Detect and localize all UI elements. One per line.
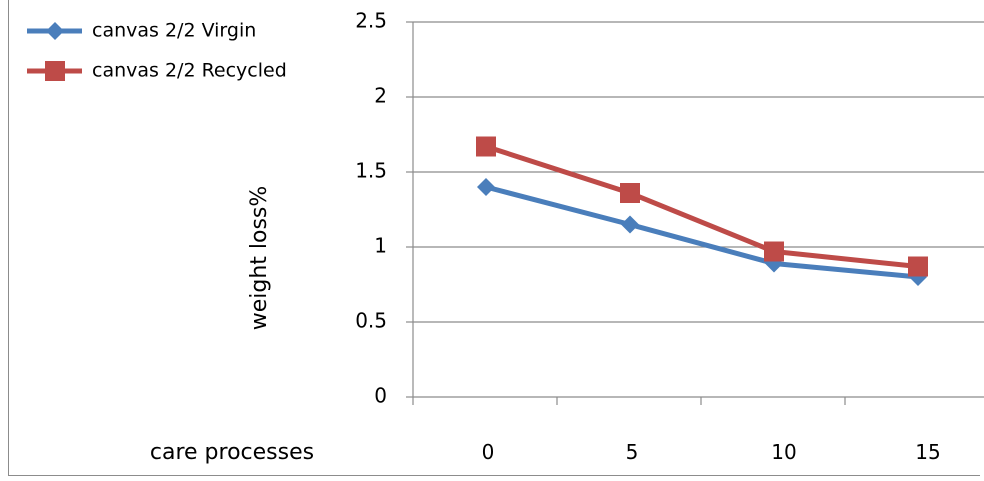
y-axis-title: weight loss% — [247, 186, 272, 331]
data-point-square — [764, 241, 784, 262]
x-tick-label: 5 — [626, 440, 639, 464]
y-tick-label: 2 — [374, 84, 387, 108]
x-tick-label: 15 — [915, 440, 940, 464]
gridlines — [413, 21, 984, 323]
axes — [406, 21, 984, 405]
data-point-square — [476, 136, 496, 157]
chart-frame — [8, 0, 980, 476]
x-axis-title: care processes — [150, 440, 314, 465]
legend-label: canvas 2/2 Recycled — [92, 60, 287, 82]
x-tick-label: 10 — [771, 440, 796, 464]
legend-item: canvas 2/2 Recycled — [27, 60, 287, 82]
y-tick-labels: 0 0.5 1 1.5 2 2.5 — [355, 9, 387, 408]
data-point-square — [620, 183, 640, 203]
legend-label: canvas 2/2 Virgin — [92, 20, 256, 42]
x-tick-labels: 0 5 10 15 — [482, 440, 941, 464]
legend: canvas 2/2 Virgin canvas 2/2 Recycled — [27, 20, 287, 82]
series-2 — [476, 136, 928, 277]
y-tick-label: 1 — [374, 234, 387, 258]
data-point-diamond — [621, 215, 639, 234]
data-point-diamond — [477, 178, 495, 196]
series-group — [476, 136, 928, 286]
data-point-square — [908, 256, 928, 277]
series-1 — [477, 178, 927, 286]
y-tick-label: 0 — [374, 384, 387, 408]
data-point-diamond — [46, 22, 64, 40]
y-tick-label: 2.5 — [355, 9, 387, 33]
y-tick-label: 1.5 — [355, 159, 387, 183]
x-tick-label: 0 — [482, 440, 495, 464]
series-line — [485, 144, 919, 269]
legend-item: canvas 2/2 Virgin — [27, 20, 256, 42]
series-line — [485, 184, 919, 280]
y-tick-label: 0.5 — [355, 309, 387, 333]
data-point-square — [45, 61, 65, 81]
